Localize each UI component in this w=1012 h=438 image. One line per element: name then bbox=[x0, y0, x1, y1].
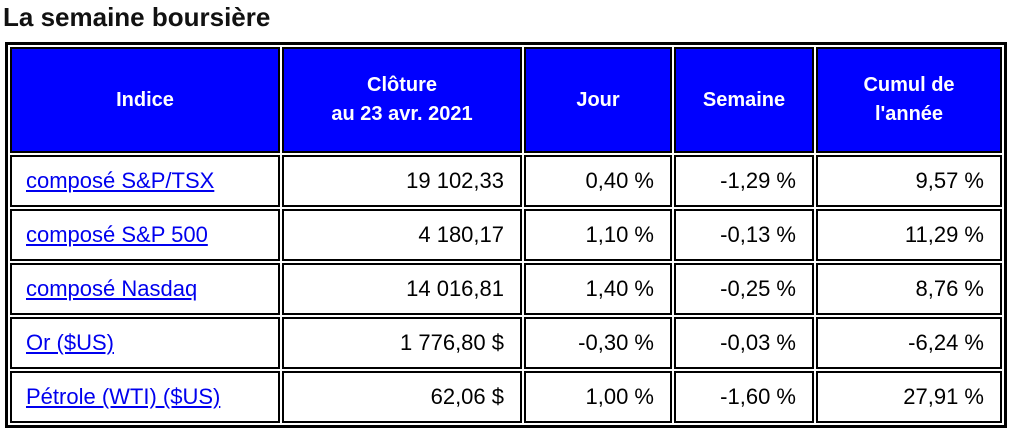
cell-cumul: 8,76 % bbox=[816, 263, 1002, 315]
cell-cumul: -6,24 % bbox=[816, 317, 1002, 369]
header-semaine: Semaine bbox=[674, 47, 814, 153]
cell-cumul: 11,29 % bbox=[816, 209, 1002, 261]
cell-cloture: 19 102,33 bbox=[282, 155, 522, 207]
table-row: Or ($US) 1 776,80 $ -0,30 % -0,03 % -6,2… bbox=[10, 317, 1002, 369]
cell-indice: composé S&P 500 bbox=[10, 209, 280, 261]
header-cloture: Clôture au 23 avr. 2021 bbox=[282, 47, 522, 153]
index-link-sp-tsx[interactable]: composé S&P/TSX bbox=[26, 168, 215, 193]
market-table: Indice Clôture au 23 avr. 2021 Jour Sema… bbox=[5, 42, 1007, 428]
table-row: Pétrole (WTI) ($US) 62,06 $ 1,00 % -1,60… bbox=[10, 371, 1002, 423]
cell-cloture: 14 016,81 bbox=[282, 263, 522, 315]
cell-indice: composé Nasdaq bbox=[10, 263, 280, 315]
cell-cloture: 4 180,17 bbox=[282, 209, 522, 261]
table-row: composé S&P/TSX 19 102,33 0,40 % -1,29 %… bbox=[10, 155, 1002, 207]
page-title: La semaine boursière bbox=[3, 2, 271, 32]
cell-semaine: -0,13 % bbox=[674, 209, 814, 261]
cell-semaine: -1,60 % bbox=[674, 371, 814, 423]
cell-cloture: 1 776,80 $ bbox=[282, 317, 522, 369]
header-row: Indice Clôture au 23 avr. 2021 Jour Sema… bbox=[10, 47, 1002, 153]
index-link-nasdaq[interactable]: composé Nasdaq bbox=[26, 276, 198, 301]
table-row: composé Nasdaq 14 016,81 1,40 % -0,25 % … bbox=[10, 263, 1002, 315]
cell-indice: Pétrole (WTI) ($US) bbox=[10, 371, 280, 423]
cell-jour: 1,00 % bbox=[524, 371, 672, 423]
cell-jour: -0,30 % bbox=[524, 317, 672, 369]
table-row: composé S&P 500 4 180,17 1,10 % -0,13 % … bbox=[10, 209, 1002, 261]
header-cumul: Cumul de l'année bbox=[816, 47, 1002, 153]
cell-semaine: -0,03 % bbox=[674, 317, 814, 369]
header-indice: Indice bbox=[10, 47, 280, 153]
cell-semaine: -0,25 % bbox=[674, 263, 814, 315]
index-link-petrole[interactable]: Pétrole (WTI) ($US) bbox=[26, 384, 221, 409]
header-jour: Jour bbox=[524, 47, 672, 153]
cell-indice: Or ($US) bbox=[10, 317, 280, 369]
cell-cloture: 62,06 $ bbox=[282, 371, 522, 423]
index-link-sp-500[interactable]: composé S&P 500 bbox=[26, 222, 208, 247]
cell-cumul: 9,57 % bbox=[816, 155, 1002, 207]
cell-jour: 0,40 % bbox=[524, 155, 672, 207]
cell-jour: 1,40 % bbox=[524, 263, 672, 315]
cell-semaine: -1,29 % bbox=[674, 155, 814, 207]
cell-cumul: 27,91 % bbox=[816, 371, 1002, 423]
cell-jour: 1,10 % bbox=[524, 209, 672, 261]
index-link-or[interactable]: Or ($US) bbox=[26, 330, 114, 355]
cell-indice: composé S&P/TSX bbox=[10, 155, 280, 207]
